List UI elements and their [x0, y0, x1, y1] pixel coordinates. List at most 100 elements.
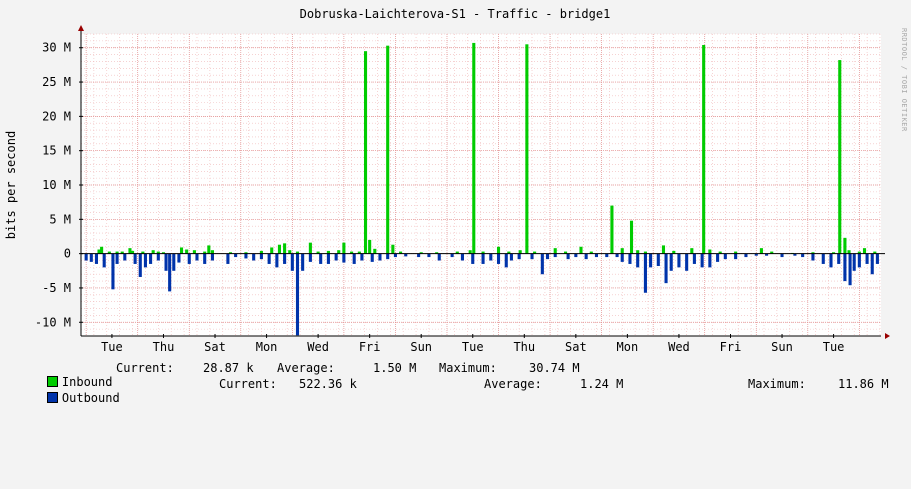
outbound-area-bar — [177, 253, 181, 263]
inbound-area-bar — [115, 251, 119, 254]
inbound-area-bar — [228, 252, 233, 254]
outbound-area-bar — [870, 253, 874, 275]
inbound-area-bar — [496, 246, 501, 254]
legend-outbound: Outbound Current: 522.36 k Average: 1.24… — [18, 377, 898, 405]
outbound-area-bar — [203, 253, 207, 264]
inbound-area-bar — [518, 250, 522, 254]
inbound-area-bar — [589, 251, 593, 254]
outbound-area-bar — [685, 253, 689, 271]
outbound-area-bar — [149, 253, 153, 264]
outbound-area-bar — [540, 253, 544, 275]
outbound-area-bar — [352, 253, 356, 264]
inbound-area-bar — [435, 252, 439, 254]
outbound-area-bar — [319, 253, 323, 264]
outbound-area-bar — [504, 253, 508, 268]
outbound-area-bar — [138, 253, 142, 277]
y-axis-arrow — [78, 25, 84, 31]
y-tick-label: 10 M — [42, 178, 71, 192]
outbound-area-bar — [168, 253, 172, 292]
inbound-area-bar — [661, 245, 666, 254]
inbound-area-bar — [100, 246, 104, 254]
outbound-area-bar — [404, 253, 408, 257]
inbound-area-bar — [481, 251, 485, 254]
outbound-area-bar — [566, 253, 570, 260]
outbound-area-bar — [326, 253, 330, 264]
outbound-area-bar — [765, 253, 769, 256]
inbound-area-bar — [759, 248, 763, 254]
outbound-area-bar — [370, 253, 374, 262]
outbound-area-bar — [94, 253, 99, 264]
inbound-area-bar — [468, 250, 472, 254]
inbound-area-bar — [672, 250, 676, 254]
outbound-current-label: Current: — [219, 377, 277, 391]
inbound-swatch — [46, 376, 58, 387]
y-tick-label: 25 M — [42, 75, 71, 89]
outbound-area-bar — [664, 253, 668, 284]
inbound-area-bar — [838, 60, 842, 254]
inbound-area-bar — [455, 251, 459, 254]
inbound-area-bar — [270, 247, 274, 254]
outbound-area-bar — [187, 253, 191, 264]
inbound-area-bar — [207, 245, 211, 254]
outbound-area-bar — [460, 253, 464, 261]
inbound-area-bar — [690, 248, 694, 254]
x-tick-label: Fri — [359, 340, 381, 354]
outbound-area-bar — [716, 253, 720, 262]
outbound-area-bar — [574, 253, 578, 258]
outbound-area-bar — [283, 253, 287, 264]
outbound-area-bar — [649, 253, 653, 268]
outbound-area-bar — [378, 253, 382, 261]
inbound-area-bar — [857, 251, 861, 254]
inbound-area-bar — [128, 248, 132, 254]
outbound-area-bar — [102, 253, 106, 268]
outbound-area-bar — [481, 253, 485, 264]
x-tick-label: Tue — [462, 340, 484, 354]
inbound-area-bar — [507, 251, 511, 254]
outbound-area-bar — [594, 253, 599, 258]
outbound-area-bar — [843, 253, 847, 282]
outbound-area-bar — [780, 253, 784, 258]
inbound-area-bar — [179, 247, 184, 254]
inbound-area-bar — [244, 252, 248, 254]
outbound-area-bar — [84, 253, 88, 261]
outbound-area-bar — [308, 253, 312, 262]
outbound-area-bar — [677, 253, 681, 268]
inbound-area-bar — [873, 251, 877, 254]
inbound-area-bar — [563, 251, 568, 254]
inbound-area-bar — [107, 251, 111, 254]
inbound-area-bar — [210, 250, 214, 254]
outbound-area-bar — [496, 253, 501, 264]
series-layer — [84, 42, 879, 336]
inbound-area-bar — [629, 220, 634, 254]
outbound-area-bar — [417, 253, 421, 258]
x-tick-label: Sun — [410, 340, 432, 354]
inbound-area-bar — [843, 237, 847, 254]
inbound-area-bar — [708, 249, 712, 254]
inbound-area-bar — [161, 252, 166, 254]
outbound-area-bar — [89, 253, 93, 262]
outbound-area-bar — [865, 253, 869, 264]
outbound-area-bar — [669, 253, 673, 271]
outbound-area-bar — [734, 253, 738, 260]
y-axis-label: bits per second — [4, 131, 18, 239]
inbound-area-bar — [316, 251, 320, 254]
inbound-current-value: 28.87 k — [203, 361, 254, 375]
outbound-legend-name: Outbound — [61, 391, 120, 405]
outbound-area-bar — [754, 253, 758, 256]
outbound-area-bar — [471, 253, 475, 264]
outbound-area-bar — [295, 253, 300, 336]
inbound-area-bar — [185, 249, 189, 254]
legend-inbound: Inbound Current: 28.87 k Average: 1.50 M… — [18, 361, 898, 389]
inbound-area-bar — [337, 250, 341, 254]
inbound-area-bar — [399, 251, 403, 254]
x-tick-label: Mon — [256, 340, 278, 354]
inbound-legend-name: Inbound — [61, 375, 113, 389]
inbound-area-bar — [120, 251, 124, 254]
x-tick-label: Sun — [771, 340, 793, 354]
outbound-area-bar — [700, 253, 704, 268]
inbound-area-bar — [326, 250, 330, 254]
outbound-area-bar — [553, 253, 557, 258]
outbound-average-value: 1.24 M — [580, 377, 624, 391]
outbound-maximum-value: 11.86 M — [838, 377, 889, 391]
outbound-area-bar — [267, 253, 271, 264]
